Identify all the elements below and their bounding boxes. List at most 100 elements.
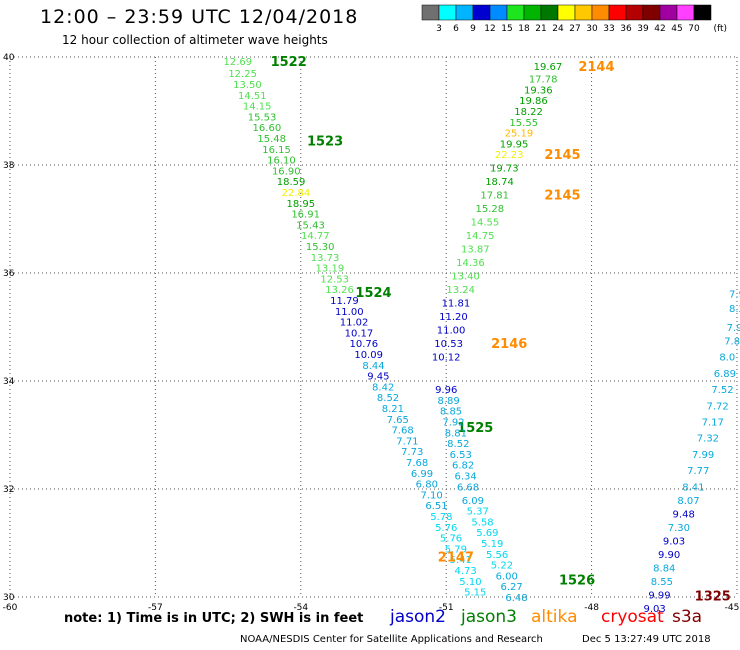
wave-height-point: 17.81 xyxy=(480,191,509,202)
wave-height-point: 19.95 xyxy=(500,139,529,150)
wave-height-point: 8.21 xyxy=(382,404,404,415)
wave-height-point: 10.53 xyxy=(434,339,463,350)
pass-number-label: 2145 xyxy=(544,189,580,204)
color-scale-label: 42 xyxy=(654,24,665,34)
wave-height-point: 8.0 xyxy=(719,353,735,364)
wave-height-point: 18.95 xyxy=(286,199,315,210)
wave-height-point: 13.26 xyxy=(325,285,354,296)
color-scale-label: 36 xyxy=(620,24,632,34)
wave-height-point: 9.45 xyxy=(367,372,389,383)
wave-height-point: 11.81 xyxy=(442,299,471,310)
wave-height-point: 6.99 xyxy=(411,469,433,480)
color-scale-label: 39 xyxy=(637,24,649,34)
wave-height-point: 4.73 xyxy=(454,566,476,577)
wave-height-point: 7.77 xyxy=(687,466,709,477)
wave-height-point: 5.56 xyxy=(486,550,508,561)
wave-height-point: 19.67 xyxy=(534,62,563,73)
wave-height-point: 7.30 xyxy=(668,523,690,534)
wave-height-point: 8.52 xyxy=(377,393,399,404)
wave-height-point: 12.53 xyxy=(320,274,349,285)
wave-height-point: 7.10 xyxy=(421,490,443,501)
y-tick-label: 38 xyxy=(3,161,15,171)
wave-height-point: 5.79 xyxy=(445,544,467,555)
wave-height-point: 7.9 xyxy=(727,323,740,334)
legend-jason3: jason3 xyxy=(461,607,517,627)
x-tick-label: -45 xyxy=(725,603,740,613)
chart-title: 12:00 – 23:59 UTC 12/04/2018 xyxy=(40,6,359,28)
color-scale-label: 70 xyxy=(688,24,700,34)
wave-height-point: 7.8 xyxy=(724,337,740,348)
wave-height-point: 17.78 xyxy=(529,75,558,86)
wave-height-point: 8.52 xyxy=(447,439,469,450)
y-tick-label: 34 xyxy=(3,377,15,387)
wave-height-point: 6.48 xyxy=(505,593,527,604)
wave-height-point: 7.68 xyxy=(391,426,413,437)
color-scale-label: 15 xyxy=(501,24,512,34)
color-scale-legend: 3 6 9 12 15 18 21 24 27 30 33 36 39 42 45 70 (ft) xyxy=(421,4,727,34)
wave-height-point: 5.22 xyxy=(491,561,513,572)
wave-height-point: 5.15 xyxy=(464,588,486,599)
wave-height-point: 5.78 xyxy=(430,512,452,523)
pass-number-label: 2144 xyxy=(578,60,614,75)
wave-height-point: 7.92 xyxy=(442,418,464,429)
wave-height-point: 16.15 xyxy=(262,145,291,156)
wave-height-point: 9.03 xyxy=(663,536,685,547)
legend-altika: altika xyxy=(531,607,578,627)
x-tick-label: -60 xyxy=(3,603,18,613)
wave-height-point: 15.48 xyxy=(257,134,286,145)
color-scale-label: 21 xyxy=(535,24,546,34)
y-tick-label: 30 xyxy=(3,593,15,603)
wave-height-point: 7.17 xyxy=(702,418,724,429)
chart-subtitle: 12 hour collection of altimeter wave hei… xyxy=(62,33,328,47)
wave-height-point: 15.53 xyxy=(248,112,277,123)
x-tick-label: -51 xyxy=(439,603,454,613)
pass-number-label: 1523 xyxy=(307,135,343,150)
wave-height-point: 16.90 xyxy=(272,166,301,177)
x-tick-label: -54 xyxy=(293,603,308,613)
color-scale-swatch xyxy=(693,4,712,21)
pass-number-label: 1526 xyxy=(559,574,595,589)
x-tick-label: -57 xyxy=(148,603,163,613)
wave-height-point: 9.03 xyxy=(643,604,665,615)
wave-height-point: 14.51 xyxy=(238,91,267,102)
wave-height-point: 5.10 xyxy=(459,577,481,588)
wave-height-point: 7.73 xyxy=(401,447,423,458)
color-scale-label: 45 xyxy=(671,24,682,34)
wave-height-point: 6.27 xyxy=(500,582,522,593)
wave-height-point: 16.60 xyxy=(253,123,282,134)
wave-height-point: 13.73 xyxy=(311,253,340,264)
wave-height-point: 6.80 xyxy=(416,480,438,491)
wave-height-point: 9.99 xyxy=(648,590,670,601)
wave-height-point: 16.91 xyxy=(291,210,320,221)
wave-height-point: 14.36 xyxy=(456,258,485,269)
color-scale-unit: (ft) xyxy=(713,24,727,34)
wave-height-point: 18.22 xyxy=(514,107,543,118)
legend-jason2: jason2 xyxy=(390,607,446,627)
wave-height-point: 8.89 xyxy=(437,396,459,407)
wave-height-point: 19.86 xyxy=(519,96,548,107)
wave-height-point: 8.85 xyxy=(440,407,462,418)
wave-height-point: 11.79 xyxy=(330,296,359,307)
wave-height-point: 14.75 xyxy=(466,231,495,242)
color-scale-label: 24 xyxy=(552,24,564,34)
wave-height-point: 14.77 xyxy=(301,231,330,242)
wave-height-point: 8.84 xyxy=(653,563,675,574)
pass-number-label: 2147 xyxy=(438,551,474,566)
wave-height-point: 18.59 xyxy=(277,177,306,188)
color-scale-label: 27 xyxy=(569,24,580,34)
legend-s3a: s3a xyxy=(672,607,703,627)
wave-height-point: 18.74 xyxy=(485,177,514,188)
wave-height-point: 13.87 xyxy=(461,245,490,256)
wave-height-point: 7.52 xyxy=(711,385,733,396)
wave-height-point: 12.25 xyxy=(228,69,257,80)
pass-number-label: 2145 xyxy=(544,148,580,163)
wave-height-point: 5.19 xyxy=(481,539,503,550)
note-text: note: 1) Time is in UTC; 2) SWH is in fe… xyxy=(64,611,364,626)
wave-height-point: 7.65 xyxy=(387,415,409,426)
wave-height-point: 5.41 xyxy=(450,555,472,566)
wave-height-point: 7.9 xyxy=(729,290,740,301)
pass-number-label: 1524 xyxy=(355,286,391,301)
wave-height-point: 13.40 xyxy=(451,272,480,283)
wave-height-point: 10.76 xyxy=(349,339,378,350)
